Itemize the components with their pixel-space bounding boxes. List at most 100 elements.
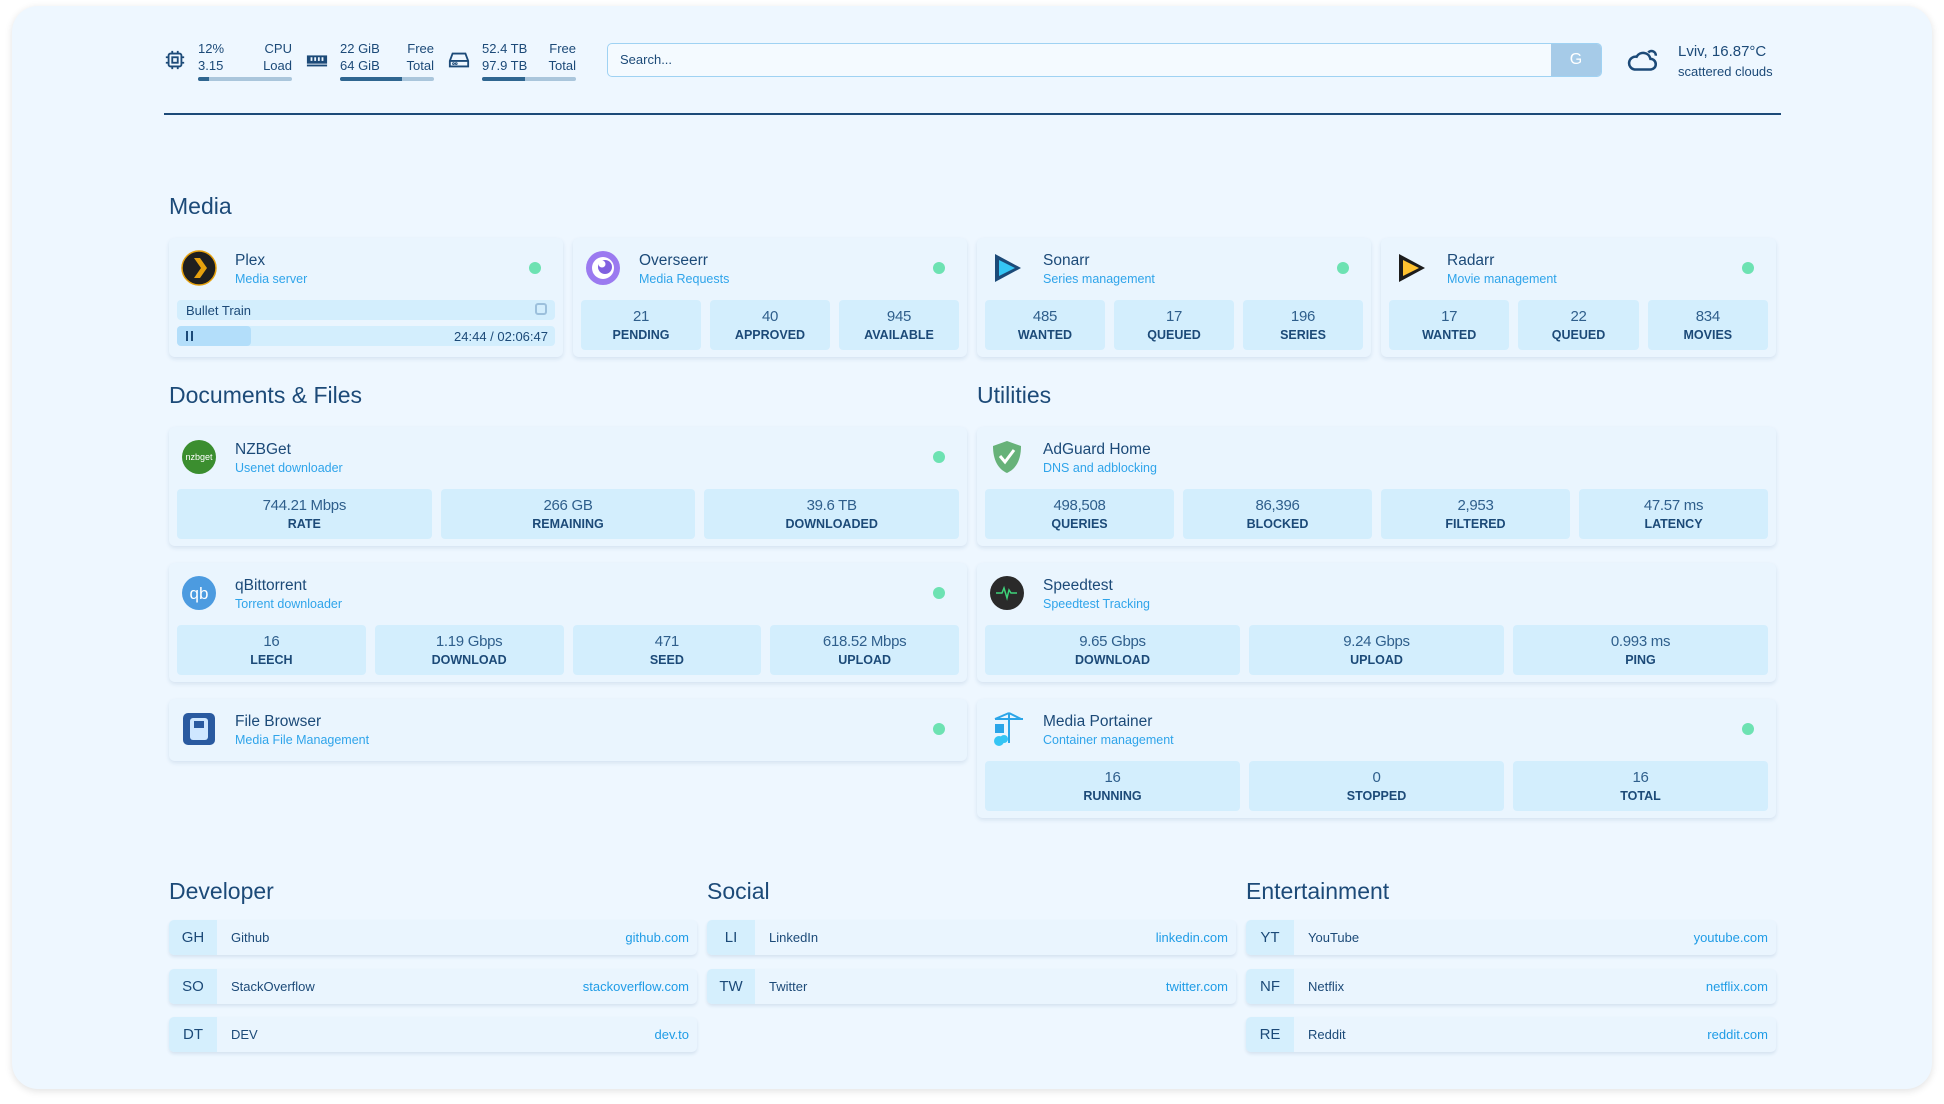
resource-disk: 52.4 TB Free 97.9 TB Total	[448, 40, 576, 81]
bookmark-url[interactable]: stackoverflow.com	[582, 978, 689, 994]
stat-value: 834	[1695, 308, 1720, 325]
resource-label: Load	[263, 58, 292, 73]
stat-value: 22	[1570, 308, 1587, 325]
search-provider-button[interactable]: G	[1551, 44, 1601, 76]
status-indicator	[1742, 262, 1754, 274]
bookmark-url[interactable]: dev.to	[654, 1027, 689, 1042]
bookmark-linkedin[interactable]: LI LinkedIn linkedin.com	[707, 920, 1236, 955]
bookmark-abbreviation: SO	[169, 968, 217, 1004]
bookmark-dev[interactable]: DT DEV dev.to	[169, 1017, 697, 1052]
bookmark-abbreviation: LI	[707, 920, 755, 955]
bookmark-url[interactable]: netflix.com	[1705, 978, 1768, 994]
stat-value: 2,953	[1457, 497, 1494, 514]
filebrowser-card[interactable]: File Browser Media File Management	[169, 699, 967, 761]
sonarr-card[interactable]: Sonarr Series management 485 WANTED 17 QUEUED…	[977, 238, 1371, 357]
stat-value: 47.57 ms	[1643, 497, 1704, 514]
stat-block: 945 AVAILABLE	[839, 300, 959, 350]
resource-label: Total	[548, 58, 576, 73]
status-indicator	[1337, 262, 1349, 274]
stat-block: 86,396 BLOCKED	[1183, 489, 1372, 539]
stat-label: WANTED	[1017, 328, 1073, 342]
resource-value: 12%	[198, 41, 225, 56]
qbittorrent-card[interactable]: qb qBittorrent Torrent downloader 16 LEECH 1.…	[169, 563, 967, 682]
disk-icon	[448, 49, 470, 71]
stat-block: 22 QUEUED	[1518, 300, 1639, 350]
stat-label: QUEUED	[1147, 328, 1201, 342]
stat-label: DOWNLOAD	[431, 653, 507, 667]
stat-block: 47.57 ms LATENCY	[1579, 489, 1768, 539]
search-input[interactable]	[608, 44, 1551, 76]
stat-label: PENDING	[612, 328, 670, 342]
bookmark-url[interactable]: github.com	[625, 930, 689, 945]
bookmark-stackoverflow[interactable]: SO StackOverflow stackoverflow.com	[169, 968, 697, 1004]
stat-label: STOPPED	[1346, 789, 1407, 803]
stat-value: 86,396	[1255, 497, 1300, 514]
stat-value: 498,508	[1053, 497, 1106, 514]
filebrowser-logo-icon	[181, 711, 217, 747]
overseerr-logo-icon	[585, 250, 621, 286]
stat-block: 2,953 FILTERED	[1381, 489, 1570, 539]
stat-block: 16 TOTAL	[1513, 761, 1768, 811]
bookmark-url[interactable]: youtube.com	[1693, 930, 1768, 945]
playback-progress-bar[interactable]: 24:44 / 02:06:47	[177, 326, 555, 346]
status-indicator	[933, 587, 945, 599]
stat-value: 485	[1032, 308, 1058, 325]
status-indicator	[529, 262, 541, 274]
stat-block: 0.993 ms PING	[1513, 625, 1768, 675]
bookmark-netflix[interactable]: NF Netflix netflix.com	[1246, 968, 1776, 1004]
service-description: Speedtest Tracking	[1043, 597, 1151, 611]
stream-info-icon[interactable]	[535, 303, 547, 315]
resource-memory: 22 GiB Free 64 GiB Total	[306, 40, 434, 81]
portainer-card[interactable]: Media Portainer Container management 16 RUN…	[977, 699, 1776, 818]
bookmark-abbreviation: RE	[1246, 1017, 1294, 1052]
bookmark-name: DEV	[231, 1027, 258, 1042]
bookmark-twitter[interactable]: TW Twitter twitter.com	[707, 968, 1236, 1004]
service-description: Media Requests	[639, 272, 730, 286]
pause-icon[interactable]	[186, 331, 193, 341]
nzbget-logo-icon: nzbget	[181, 439, 217, 475]
stat-label: TOTAL	[1620, 789, 1661, 803]
stat-block: 17 QUEUED	[1114, 300, 1234, 350]
bookmark-name: Reddit	[1308, 1027, 1346, 1042]
stat-value: 945	[886, 308, 912, 325]
stat-value: 16	[1632, 769, 1649, 786]
overseerr-card[interactable]: Overseerr Media Requests 21 PENDING 40 APPROV…	[573, 238, 967, 357]
memory-icon	[306, 49, 328, 71]
bookmark-url[interactable]: twitter.com	[1165, 978, 1228, 994]
resource-usage-bar	[340, 77, 434, 81]
bookmark-reddit[interactable]: RE Reddit reddit.com	[1246, 1017, 1776, 1052]
bookmark-url[interactable]: reddit.com	[1707, 1027, 1768, 1042]
portainer-logo-icon	[989, 711, 1025, 747]
resource-label: Free	[407, 41, 434, 56]
stat-block: 744.21 Mbps RATE	[177, 489, 432, 539]
resource-label: Total	[406, 58, 434, 73]
adguard-card[interactable]: AdGuard Home DNS and adblocking 498,508 QUE…	[977, 427, 1776, 546]
service-description: Media server	[235, 272, 308, 286]
stat-value: 16	[1104, 769, 1121, 786]
stat-value: 39.6 TB	[806, 497, 857, 514]
speedtest-card[interactable]: Speedtest Speedtest Tracking 9.65 Gbps DOWN…	[977, 563, 1776, 682]
header-divider	[164, 113, 1781, 115]
nzbget-card[interactable]: nzbget NZBGet Usenet downloader 744.21 Mbps…	[169, 427, 967, 546]
now-playing-title-bar: Bullet Train	[177, 300, 555, 320]
stat-block: 0 STOPPED	[1249, 761, 1504, 811]
svg-text:qb: qb	[190, 584, 209, 603]
stat-value: 9.24 Gbps	[1343, 633, 1410, 650]
plex-logo-icon	[181, 250, 217, 286]
playback-time: 24:44 / 02:06:47	[454, 329, 548, 344]
bookmark-url[interactable]: linkedin.com	[1155, 930, 1228, 945]
bookmark-youtube[interactable]: YT YouTube youtube.com	[1246, 920, 1776, 955]
adguard-logo-icon	[989, 439, 1025, 475]
plex-card[interactable]: Plex Media server Bullet Train 24:44 / 02:0…	[169, 238, 563, 357]
radarr-card[interactable]: Radarr Movie management 17 WANTED 22 QUEUED 83…	[1381, 238, 1776, 357]
bookmark-name: Github	[231, 930, 270, 945]
stat-label: RUNNING	[1083, 789, 1142, 803]
service-description: Movie management	[1447, 272, 1557, 286]
service-name: qBittorrent	[235, 577, 307, 594]
stat-label: FILTERED	[1445, 517, 1506, 531]
bookmark-name: StackOverflow	[231, 978, 315, 994]
stat-value: 17	[1441, 308, 1458, 325]
stats-row: 9.65 Gbps DOWNLOAD 9.24 Gbps UPLOAD 0.993 ms…	[985, 625, 1768, 675]
dashboard-window: 12% CPU 3.15 Load 22 GiB Free 64 GiB Total 52.4 …	[12, 6, 1932, 1089]
bookmark-github[interactable]: GH Github github.com	[169, 920, 697, 955]
